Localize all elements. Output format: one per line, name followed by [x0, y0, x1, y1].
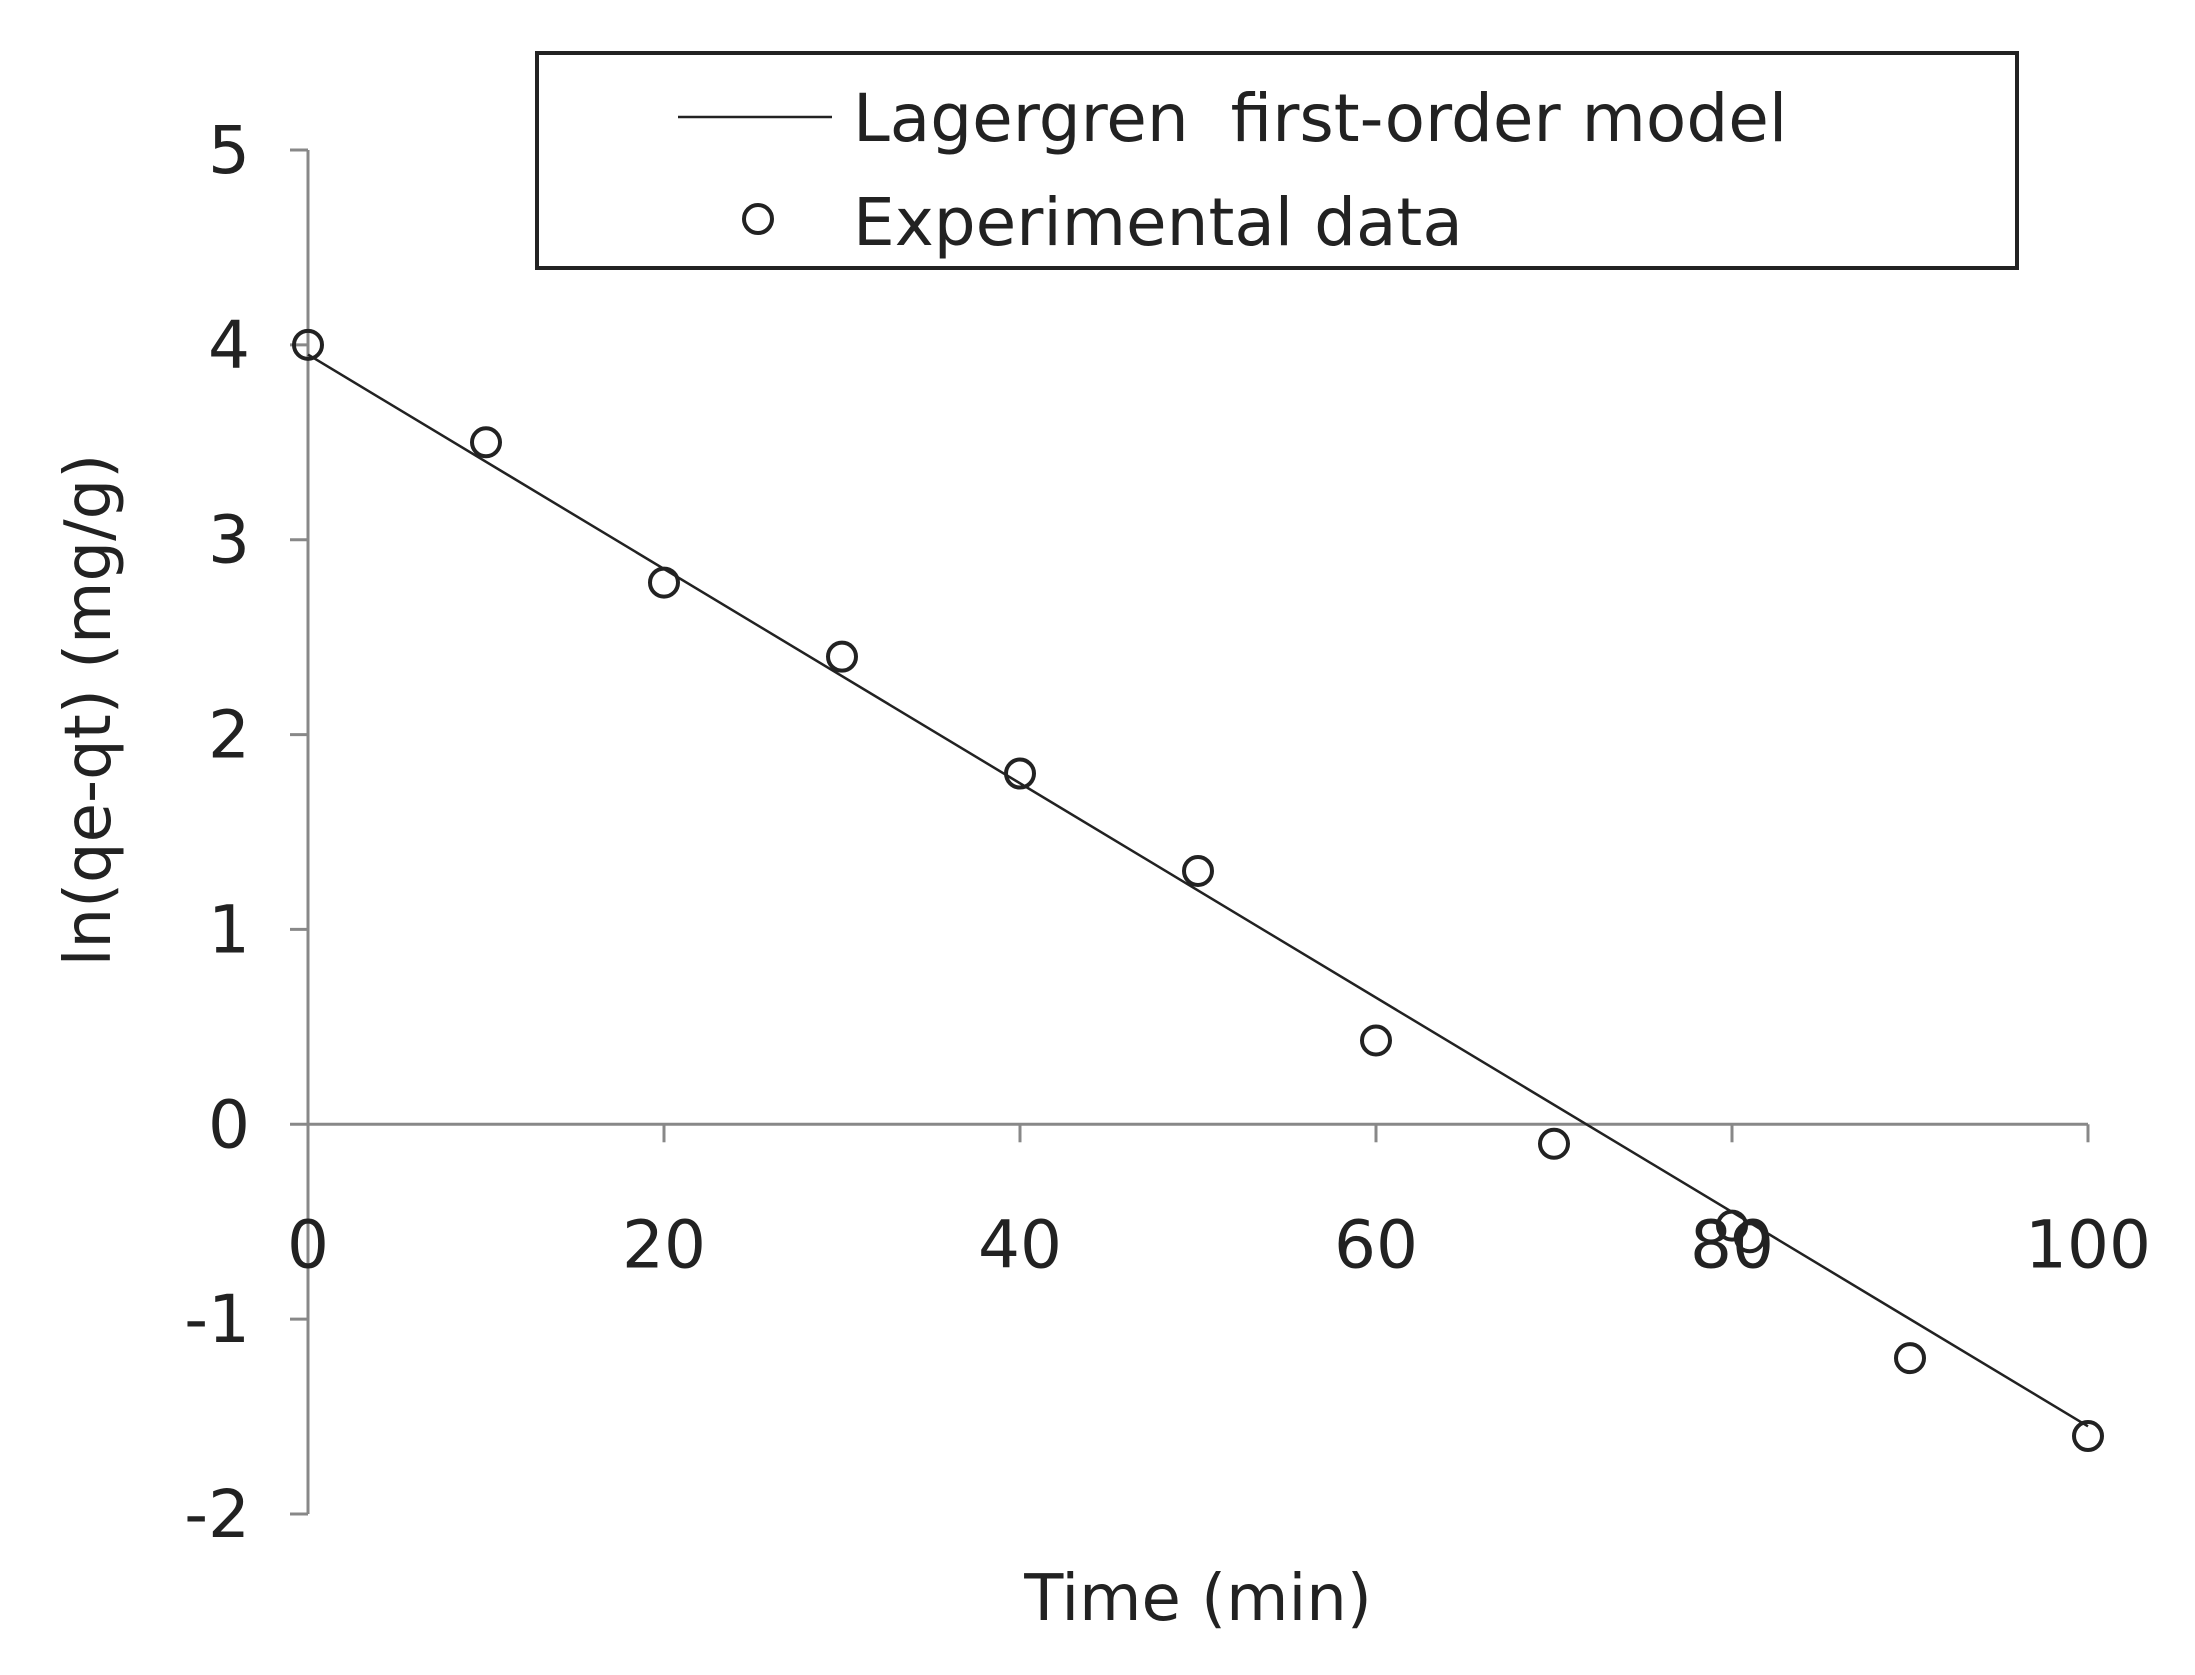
- experimental-data-point: [1004, 757, 1036, 790]
- x-axis-title: Time (min): [1023, 1562, 1372, 1636]
- experimental-data-point: [1733, 1221, 1766, 1254]
- experimental-data-point: [1538, 1127, 1570, 1160]
- x-tick-label: 0: [287, 1206, 329, 1283]
- y-tick-label: 3: [208, 502, 250, 579]
- x-tick-label: 20: [622, 1206, 706, 1283]
- y-tick-label: 0: [208, 1086, 250, 1163]
- y-axis-ticks: -2 -1 0 1 2 3 4 5: [184, 112, 308, 1553]
- experimental-data-point: [2072, 1420, 2104, 1453]
- x-tick-label: 40: [978, 1206, 1062, 1283]
- x-tick-label: 60: [1334, 1206, 1418, 1283]
- experimental-data-point: [470, 426, 502, 459]
- model-fit-line: [307, 353, 2089, 1428]
- experimental-data-point: [1182, 854, 1214, 887]
- y-tick-label: 4: [208, 307, 250, 384]
- x-tick-label: 100: [2025, 1206, 2151, 1283]
- legend-label-model: Lagergren first-order model: [853, 80, 1787, 157]
- experimental-data-point: [826, 640, 858, 673]
- experimental-data-point: [648, 566, 680, 599]
- axes: [306, 150, 2088, 1514]
- y-tick-label: 1: [208, 891, 250, 968]
- y-tick-label: -1: [184, 1281, 250, 1358]
- legend-label-data: Experimental data: [853, 184, 1463, 261]
- series-layer: [292, 328, 2104, 1453]
- y-tick-label: 5: [208, 112, 250, 189]
- experimental-data-point: [1360, 1024, 1392, 1057]
- x-axis-ticks: 0 20 40 60 80 100: [287, 1124, 2151, 1283]
- legend: Lagergren first-order model Experimental…: [535, 51, 2019, 270]
- y-axis-title: ln(qe-qt) (mg/g): [52, 454, 126, 967]
- legend-marker-swatch: [742, 203, 774, 235]
- experimental-data-point: [1894, 1342, 1926, 1375]
- y-tick-label: -2: [184, 1476, 250, 1553]
- legend-box: [535, 51, 2019, 270]
- y-tick-label: 2: [208, 697, 250, 774]
- experimental-data-point: [292, 328, 324, 361]
